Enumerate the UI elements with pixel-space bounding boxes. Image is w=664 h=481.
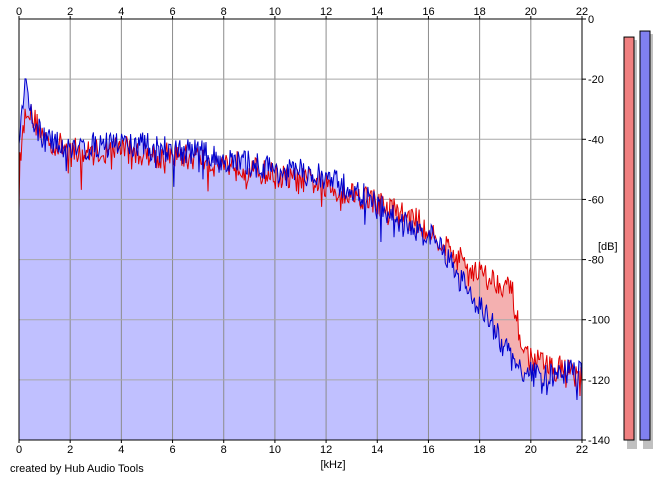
- plot-border: [18, 18, 583, 441]
- x-tick-label-bottom: 18: [474, 444, 486, 456]
- x-tick-label-bottom: 14: [371, 444, 383, 456]
- x-tick-label-top: 10: [269, 6, 281, 18]
- x-tick-label-top: 2: [67, 6, 73, 18]
- y-tick-label: -60: [588, 194, 604, 206]
- x-tick-label-bottom: 4: [118, 444, 124, 456]
- y-tick-label: -20: [588, 74, 604, 86]
- y-tick-label: -40: [588, 134, 604, 146]
- x-tick-label-bottom: 8: [221, 444, 227, 456]
- x-tick-label-top: 20: [525, 6, 537, 18]
- x-tick-label-bottom: 12: [320, 444, 332, 456]
- axis-ticks: 002244668810101212141416161818202022220-…: [16, 6, 610, 456]
- x-tick-label-top: 18: [474, 6, 486, 18]
- level-meter-bar: [623, 36, 635, 441]
- x-tick-label-bottom: 20: [525, 444, 537, 456]
- x-tick-label-top: 22: [576, 6, 588, 18]
- plot-grid: [19, 19, 582, 440]
- x-tick-label-bottom: 0: [16, 444, 22, 456]
- y-tick-label: -100: [588, 315, 610, 327]
- x-tick-label-top: 16: [422, 6, 434, 18]
- x-tick-label-bottom: 22: [576, 444, 588, 456]
- y-tick-label: -120: [588, 375, 610, 387]
- spectrum-lines: [18, 78, 583, 400]
- x-tick-label-bottom: 2: [67, 444, 73, 456]
- x-tick-label-top: 6: [169, 6, 175, 18]
- level-meter-bar: [639, 30, 651, 441]
- x-tick-label-top: 4: [118, 6, 124, 18]
- y-axis-label: [dB]: [598, 241, 618, 253]
- x-tick-label-top: 14: [371, 6, 383, 18]
- y-tick-label: -140: [588, 435, 610, 447]
- series-line-1: [18, 78, 583, 400]
- x-tick-label-top: 8: [221, 6, 227, 18]
- x-tick-label-bottom: 16: [422, 444, 434, 456]
- y-tick-label: -80: [588, 255, 604, 267]
- y-tick-label: 0: [588, 14, 594, 26]
- x-tick-label-bottom: 6: [169, 444, 175, 456]
- x-tick-label-bottom: 10: [269, 444, 281, 456]
- x-tick-label-top: 12: [320, 6, 332, 18]
- level-meters: [623, 30, 653, 450]
- credit-text: created by Hub Audio Tools: [10, 463, 144, 475]
- x-tick-label-top: 0: [16, 6, 22, 18]
- x-axis-label: [kHz]: [320, 459, 345, 471]
